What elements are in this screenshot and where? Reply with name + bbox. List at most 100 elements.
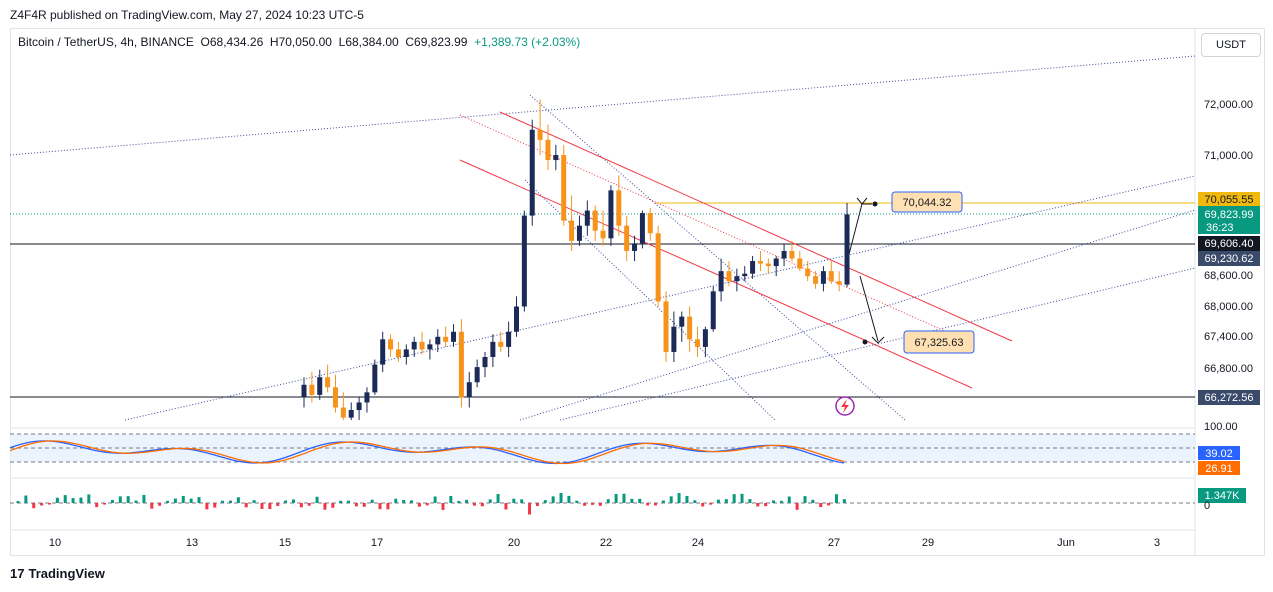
candle[interactable] [325, 377, 331, 388]
currency-button[interactable]: USDT [1201, 33, 1261, 57]
candle[interactable] [411, 341, 417, 350]
candle[interactable] [702, 329, 708, 347]
volume-zero-tick: 0 [1204, 500, 1210, 512]
candle[interactable] [632, 243, 638, 251]
red-channel-upper[interactable] [499, 111, 1013, 342]
candle[interactable] [309, 384, 315, 395]
candle[interactable] [521, 215, 527, 307]
candle[interactable] [695, 339, 700, 347]
candle[interactable] [332, 387, 338, 408]
candle[interactable] [773, 258, 779, 267]
candle[interactable] [348, 410, 354, 418]
candle[interactable] [427, 344, 433, 350]
candle[interactable] [789, 250, 795, 259]
candle[interactable] [317, 377, 323, 395]
candle[interactable] [765, 263, 771, 267]
candle[interactable] [466, 382, 472, 398]
candle[interactable] [584, 210, 590, 226]
descending-dotted-line[interactable] [524, 179, 776, 421]
candle[interactable] [624, 225, 630, 251]
volume-bar [402, 499, 406, 503]
candle[interactable] [301, 384, 307, 398]
red-channel-mid[interactable] [459, 114, 966, 341]
candle[interactable] [482, 357, 488, 368]
candle[interactable] [600, 230, 606, 239]
candle[interactable] [710, 291, 716, 330]
candle[interactable] [726, 271, 732, 282]
candle[interactable] [647, 213, 653, 234]
candle[interactable] [537, 129, 543, 140]
down-arrow[interactable] [859, 275, 879, 342]
candle[interactable] [498, 341, 504, 347]
candle[interactable] [663, 301, 669, 352]
candle[interactable] [576, 225, 582, 241]
candle[interactable] [451, 331, 457, 342]
candles-layer [301, 99, 850, 420]
candle[interactable] [569, 220, 575, 241]
candle[interactable] [734, 276, 740, 282]
candle[interactable] [513, 306, 519, 332]
candle[interactable] [340, 407, 346, 418]
volume-bar [756, 503, 760, 507]
candle[interactable] [458, 331, 464, 398]
candle[interactable] [616, 190, 622, 226]
volume-bar [583, 503, 587, 506]
candle[interactable] [529, 129, 535, 216]
candle[interactable] [388, 339, 394, 350]
candle[interactable] [687, 316, 693, 340]
base-channel-line[interactable] [559, 267, 1196, 421]
candle[interactable] [372, 364, 378, 393]
candle[interactable] [718, 271, 724, 292]
candle[interactable] [474, 367, 480, 383]
candle[interactable] [356, 402, 362, 411]
candle[interactable] [364, 392, 370, 403]
lower-channel-line[interactable] [519, 209, 1196, 421]
volume-label: 1.347K [1205, 490, 1241, 502]
callout-lower[interactable]: 67,325.63 [903, 330, 975, 354]
price-axis[interactable]: 72,000.00 71,000.00 68,600.00 68,000.00 … [1198, 99, 1260, 512]
up-arrow[interactable] [845, 203, 872, 267]
upper-channel-line[interactable] [9, 55, 1196, 156]
candle[interactable] [757, 261, 763, 264]
candle[interactable] [813, 276, 819, 284]
candle[interactable] [828, 271, 834, 282]
candle[interactable] [655, 233, 661, 302]
candle[interactable] [553, 155, 559, 161]
candle[interactable] [797, 258, 803, 269]
candle[interactable] [750, 261, 756, 274]
candle[interactable] [506, 331, 512, 347]
candle[interactable] [820, 271, 826, 284]
candle[interactable] [836, 281, 842, 285]
candle[interactable] [592, 210, 598, 231]
symbol-name[interactable]: Bitcoin / TetherUS, 4h, BINANCE [18, 35, 194, 49]
candle[interactable] [561, 155, 567, 221]
candle[interactable] [742, 273, 748, 277]
candle[interactable] [419, 341, 425, 350]
volume-bar [71, 498, 75, 503]
candle[interactable] [435, 336, 441, 345]
candle[interactable] [679, 316, 685, 327]
volume-bar [205, 503, 209, 510]
candle[interactable] [805, 268, 811, 277]
candle[interactable] [844, 214, 850, 285]
volume-bar [764, 503, 768, 507]
ohlc-high: H70,050.00 [269, 35, 332, 49]
candle[interactable] [639, 213, 645, 244]
candle[interactable] [443, 336, 449, 342]
candle[interactable] [403, 349, 409, 357]
alert-icon[interactable] [835, 396, 855, 416]
candle[interactable] [671, 326, 677, 352]
time-axis[interactable]: 10 13 15 17 20 22 24 27 29 Jun 3 [49, 537, 1160, 549]
red-channel-lower[interactable] [459, 159, 973, 389]
candle[interactable] [608, 190, 614, 239]
callout-upper[interactable]: 70,044.32 [891, 191, 963, 213]
candle[interactable] [395, 349, 401, 357]
candle[interactable] [545, 139, 551, 161]
volume-bar [221, 500, 225, 503]
candle[interactable] [781, 250, 787, 259]
candle[interactable] [490, 341, 496, 357]
ohlc-low: L68,384.00 [338, 35, 399, 49]
tradingview-logo[interactable]: 17 TradingView [10, 566, 105, 581]
candle[interactable] [380, 339, 386, 365]
